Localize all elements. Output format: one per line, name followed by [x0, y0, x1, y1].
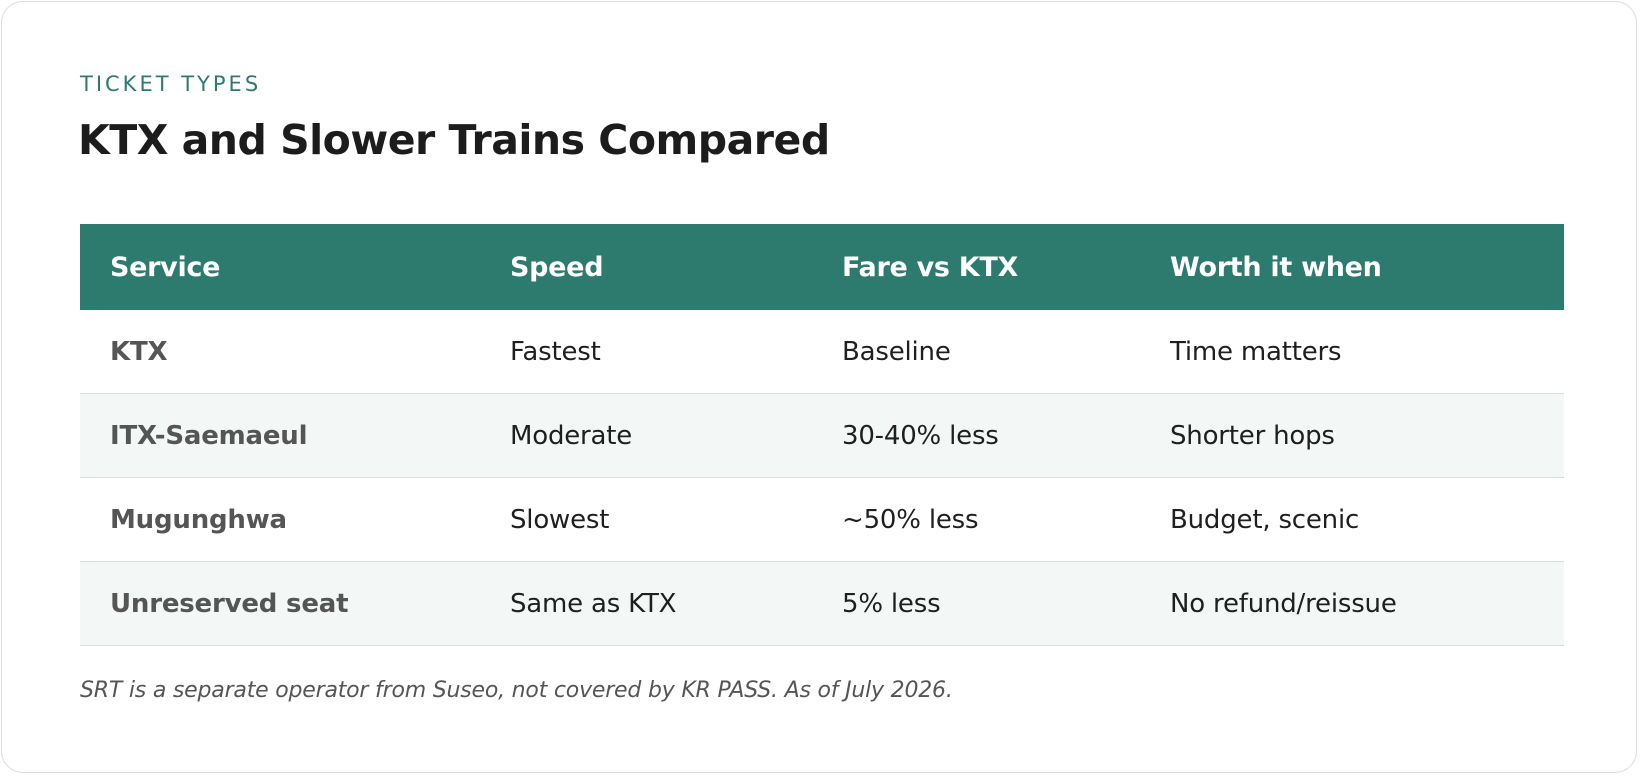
service-cell: Mugunghwa: [80, 477, 480, 562]
speed-cell: Fastest: [480, 310, 812, 394]
speed-cell: Same as KTX: [480, 561, 812, 646]
worth-it-cell: Shorter hops: [1140, 393, 1564, 478]
fare-cell: Baseline: [812, 310, 1140, 394]
table-row: KTX Fastest Baseline Time matters: [80, 310, 1564, 394]
speed-cell: Moderate: [480, 393, 812, 478]
table-header-row: Service Speed Fare vs KTX Worth it when: [80, 224, 1564, 310]
column-header-fare: Fare vs KTX: [812, 224, 1140, 310]
footnote: SRT is a separate operator from Suseo, n…: [80, 678, 953, 703]
comparison-table: Service Speed Fare vs KTX Worth it when …: [80, 224, 1564, 646]
page-title: KTX and Slower Trains Compared: [78, 116, 830, 164]
table-row: ITX-Saemaeul Moderate 30-40% less Shorte…: [80, 393, 1564, 478]
section-eyebrow: TICKET TYPES: [80, 72, 262, 96]
worth-it-cell: Time matters: [1140, 310, 1564, 394]
table-row: Unreserved seat Same as KTX 5% less No r…: [80, 561, 1564, 646]
fare-cell: 5% less: [812, 561, 1140, 646]
table-row: Mugunghwa Slowest ~50% less Budget, scen…: [80, 477, 1564, 562]
worth-it-cell: No refund/reissue: [1140, 561, 1564, 646]
fare-cell: ~50% less: [812, 477, 1140, 562]
column-header-speed: Speed: [480, 224, 812, 310]
column-header-service: Service: [80, 224, 480, 310]
worth-it-cell: Budget, scenic: [1140, 477, 1564, 562]
speed-cell: Slowest: [480, 477, 812, 562]
service-cell: Unreserved seat: [80, 561, 480, 646]
fare-cell: 30-40% less: [812, 393, 1140, 478]
service-cell: KTX: [80, 310, 480, 394]
service-cell: ITX-Saemaeul: [80, 393, 480, 478]
column-header-worth-it: Worth it when: [1140, 224, 1564, 310]
